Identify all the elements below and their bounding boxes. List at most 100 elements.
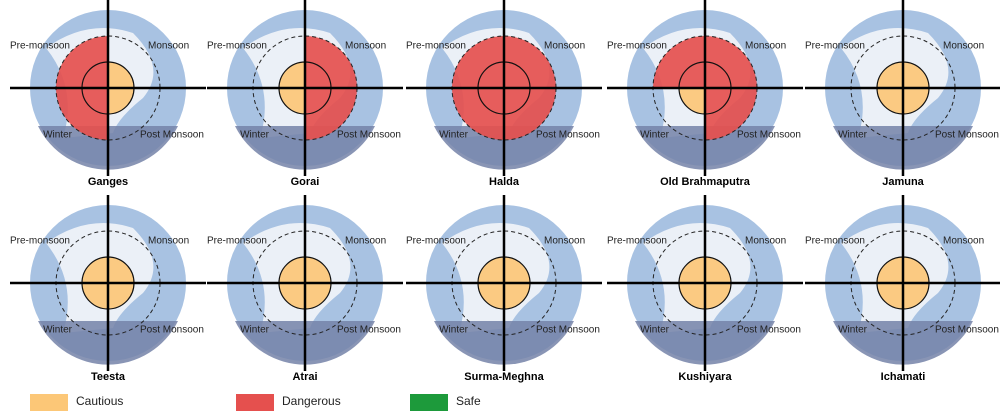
status-wedge — [903, 257, 929, 283]
legend-swatch — [30, 394, 68, 411]
status-wedge — [653, 36, 705, 88]
status-wedge — [504, 283, 530, 309]
polar-chart: Pre-monsoon Monsoon Post Monsoon Winter Surm… — [406, 195, 602, 383]
status-wedge — [478, 257, 504, 283]
status-wedge — [108, 257, 134, 283]
polar-chart: Pre-monsoon Monsoon Post Monsoon Winter Gora… — [207, 0, 403, 188]
season-label: Post Monsoon — [337, 325, 401, 336]
status-wedge — [478, 283, 504, 309]
legend-label: Dangerous — [282, 394, 341, 408]
status-wedge — [504, 36, 556, 88]
polar-chart: Pre-monsoon Monsoon Post Monsoon Winter Tees… — [10, 195, 206, 383]
season-label: Monsoon — [345, 41, 386, 52]
status-wedge — [279, 62, 305, 88]
season-label: Post Monsoon — [737, 325, 801, 336]
season-label: Pre-monsoon — [207, 236, 267, 247]
legend-swatch — [410, 394, 448, 411]
season-label: Monsoon — [943, 236, 984, 247]
river-title: Old Brahmaputra — [660, 176, 751, 188]
status-wedge — [279, 88, 305, 114]
season-label: Winter — [640, 130, 670, 141]
status-wedge — [305, 88, 357, 140]
status-wedge — [877, 88, 903, 114]
status-wedge — [108, 88, 134, 114]
polar-chart: Pre-monsoon Monsoon Post Monsoon Winter Atra… — [207, 195, 403, 383]
status-wedge — [452, 88, 504, 140]
status-wedge — [504, 88, 556, 140]
river-title: Kushiyara — [678, 371, 732, 383]
status-wedge — [56, 88, 108, 140]
season-label: Winter — [838, 130, 868, 141]
season-label: Pre-monsoon — [406, 41, 466, 52]
season-label: Post Monsoon — [935, 130, 999, 141]
status-wedge — [705, 88, 757, 140]
river-title: Halda — [489, 176, 520, 188]
season-label: Monsoon — [544, 236, 585, 247]
river-title: Jamuna — [882, 176, 924, 188]
polar-chart: Pre-monsoon Monsoon Post Monsoon Winter Icha… — [805, 195, 1000, 383]
status-wedge — [705, 283, 731, 309]
legend-label: Safe — [456, 394, 481, 408]
status-wedge — [705, 257, 731, 283]
season-label: Post Monsoon — [935, 325, 999, 336]
season-label: Pre-monsoon — [805, 236, 865, 247]
status-wedge — [679, 257, 705, 283]
polar-chart: Pre-monsoon Monsoon Post Monsoon Winter Kush… — [607, 195, 803, 383]
status-wedge — [279, 257, 305, 283]
legend-swatch — [236, 394, 274, 411]
status-wedge — [108, 62, 134, 88]
status-wedge — [305, 283, 331, 309]
status-wedge — [679, 283, 705, 309]
season-label: Winter — [240, 130, 270, 141]
season-label: Post Monsoon — [737, 130, 801, 141]
status-wedge — [877, 62, 903, 88]
season-label: Winter — [43, 325, 73, 336]
status-wedge — [108, 283, 134, 309]
season-label: Monsoon — [148, 236, 189, 247]
legend-label: Cautious — [76, 394, 123, 408]
season-label: Monsoon — [345, 236, 386, 247]
season-label: Winter — [838, 325, 868, 336]
status-wedge — [305, 36, 357, 88]
season-label: Pre-monsoon — [607, 41, 667, 52]
season-label: Post Monsoon — [536, 325, 600, 336]
polar-chart: Pre-monsoon Monsoon Post Monsoon Winter Gang… — [10, 0, 206, 188]
status-wedge — [305, 257, 331, 283]
polar-chart: Pre-monsoon Monsoon Post Monsoon Winter Old … — [607, 0, 803, 188]
season-label: Pre-monsoon — [607, 236, 667, 247]
status-wedge — [877, 257, 903, 283]
status-wedge — [903, 283, 929, 309]
season-label: Winter — [439, 130, 469, 141]
season-label: Post Monsoon — [337, 130, 401, 141]
season-label: Monsoon — [943, 41, 984, 52]
season-label: Post Monsoon — [140, 325, 204, 336]
status-wedge — [705, 36, 757, 88]
polar-chart: Pre-monsoon Monsoon Post Monsoon Winter Jamu… — [805, 0, 1000, 188]
season-label: Monsoon — [745, 236, 786, 247]
river-title: Ganges — [88, 176, 128, 188]
status-wedge — [679, 88, 705, 114]
status-wedge — [903, 88, 929, 114]
season-label: Winter — [439, 325, 469, 336]
season-label: Monsoon — [148, 41, 189, 52]
season-label: Winter — [43, 130, 73, 141]
season-label: Post Monsoon — [140, 130, 204, 141]
river-title: Teesta — [91, 371, 126, 383]
polar-chart: Pre-monsoon Monsoon Post Monsoon Winter Hald… — [406, 0, 602, 188]
season-label: Pre-monsoon — [406, 236, 466, 247]
season-label: Pre-monsoon — [10, 41, 70, 52]
status-wedge — [877, 283, 903, 309]
season-label: Post Monsoon — [536, 130, 600, 141]
status-wedge — [279, 283, 305, 309]
season-label: Pre-monsoon — [805, 41, 865, 52]
status-wedge — [903, 62, 929, 88]
status-wedge — [452, 36, 504, 88]
river-title: Ichamati — [881, 371, 926, 383]
river-title: Atrai — [292, 371, 317, 383]
river-title: Surma-Meghna — [464, 371, 544, 383]
season-label: Winter — [240, 325, 270, 336]
status-wedge — [504, 257, 530, 283]
season-label: Pre-monsoon — [207, 41, 267, 52]
season-label: Winter — [640, 325, 670, 336]
